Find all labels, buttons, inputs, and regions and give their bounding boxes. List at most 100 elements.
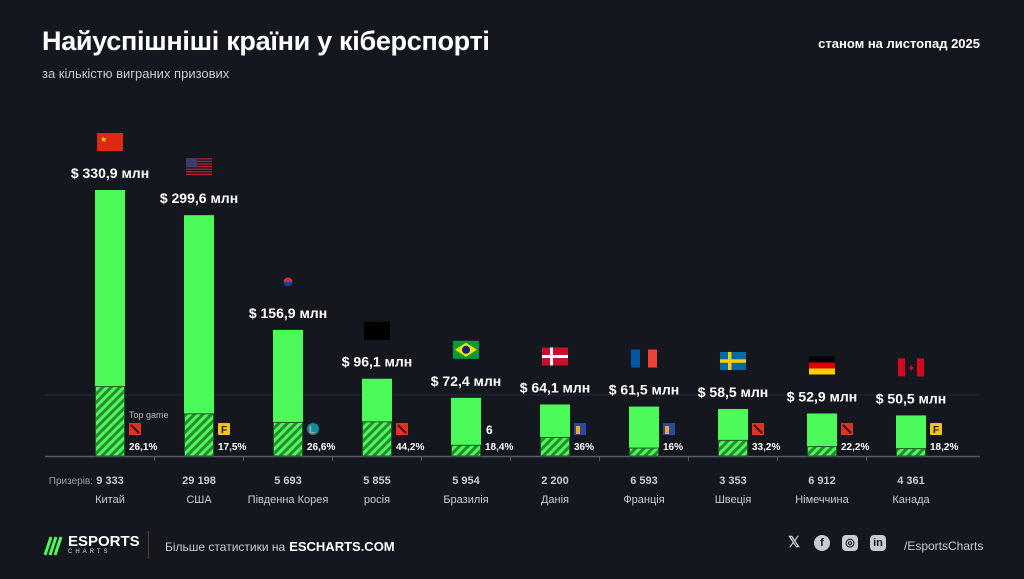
country-label: Франція	[623, 494, 664, 506]
bar-top-game-share	[362, 421, 392, 457]
bar-group: $ 72,4 млн 6 18,4% 5 954 Бразилія	[431, 340, 513, 506]
bar-chart: $ 330,9 млн ★ 26,1% 9 333 Китай $ 299,6 млн F 1…	[45, 133, 980, 506]
chart-subtitle: за кількістю виграних призових	[42, 66, 230, 81]
fortnite-icon: F	[218, 423, 230, 436]
counter-strike-icon	[574, 423, 586, 435]
svg-text:6: 6	[486, 423, 493, 437]
dota2-icon	[841, 423, 853, 435]
prize-winners-count: 9 333	[96, 475, 124, 487]
top-game-share-label: 36%	[574, 442, 594, 453]
bar-group: $ 330,9 млн ★ 26,1% 9 333 Китай	[71, 133, 157, 506]
flag-south-korea	[283, 277, 293, 287]
value-label: $ 156,9 млн	[249, 305, 327, 321]
bar-top-game-share	[807, 446, 837, 457]
country-label: Данія	[541, 494, 569, 506]
flag-brazil	[453, 340, 479, 359]
site-link[interactable]: ESCHARTS.COM	[289, 539, 395, 554]
bar-top-game-share	[184, 413, 214, 457]
more-stats: Більше статистики на ESCHARTS.COM	[165, 539, 395, 554]
logo-icon	[43, 536, 63, 556]
prize-winners-label: Призерів:	[49, 476, 93, 487]
top-game-share-label: 18,4%	[485, 442, 513, 453]
value-label: $ 58,5 млн	[698, 384, 769, 400]
country-label: Німеччина	[795, 494, 849, 506]
flag-canada: ✦	[898, 358, 924, 377]
top-game-label: Top game	[129, 410, 169, 420]
chart-title: Найуспішніші країни у кіберспорті	[42, 26, 490, 56]
svg-text:✦: ✦	[907, 363, 915, 374]
bar-top-game-share	[629, 447, 659, 457]
dota2-icon	[396, 423, 408, 435]
facebook-icon[interactable]: f	[814, 535, 830, 551]
bar-group: $ 52,9 млн 22,2% 6 912 Німеччина	[787, 356, 869, 506]
x-icon[interactable]: 𝕏	[787, 534, 801, 551]
dota2-icon	[129, 423, 141, 435]
bar-group: $ 61,5 млн 16% 6 593 Франція	[609, 349, 683, 506]
date-label: станом на листопад 2025	[818, 36, 980, 51]
svg-text:F: F	[933, 425, 939, 436]
bar-top-game-share	[540, 436, 570, 457]
counter-strike-icon	[663, 423, 675, 435]
prize-winners-count: 5 693	[274, 475, 302, 487]
more-stats-text: Більше статистики на	[165, 540, 286, 554]
bar-top-game-share	[718, 439, 748, 457]
bar-top-game-share	[896, 448, 926, 457]
value-label: $ 52,9 млн	[787, 388, 858, 404]
value-label: $ 50,5 млн	[876, 390, 947, 406]
prize-winners-count: 3 353	[719, 475, 747, 487]
flag-denmark	[542, 347, 568, 366]
prize-winners-count: 2 200	[541, 475, 569, 487]
value-label: $ 330,9 млн	[71, 165, 149, 181]
country-label: Канада	[892, 494, 930, 506]
bar-group: $ 156,9 млн L 26,6% 5 693 Південна Корея	[248, 277, 335, 506]
value-label: $ 64,1 млн	[520, 379, 591, 395]
bar-group: $ 58,5 млн 33,2% 3 353 Швеція	[698, 351, 780, 506]
rainbow-six-icon: 6	[486, 423, 493, 437]
prize-winners-count: 6 593	[630, 475, 658, 487]
bar-top-game-share	[95, 386, 125, 457]
top-game-share-label: 18,2%	[930, 442, 958, 453]
footer-divider	[148, 531, 149, 559]
flag-usa	[186, 158, 212, 176]
bar-group: $ 50,5 млн ✦ F 18,2% 4 361 Канада	[876, 358, 958, 506]
linkedin-icon[interactable]: in	[870, 535, 886, 551]
svg-text:L: L	[309, 425, 315, 436]
country-label: росія	[364, 494, 390, 506]
country-label: Китай	[95, 494, 125, 506]
prize-winners-count: 4 361	[897, 475, 925, 487]
svg-text:F: F	[221, 425, 227, 436]
top-game-share-label: 22,2%	[841, 442, 869, 453]
top-game-share-label: 16%	[663, 442, 683, 453]
footer: ESPORTS CHARTS Більше статистики на ESCHAR…	[0, 525, 1024, 565]
top-game-share-label: 26,6%	[307, 442, 335, 453]
league-of-legends-icon: L	[307, 423, 319, 436]
country-label: США	[186, 494, 212, 506]
top-game-share-label: 17,5%	[218, 442, 246, 453]
svg-text:★: ★	[100, 135, 107, 144]
bar-top-game-share	[451, 444, 481, 457]
flag-china: ★	[97, 133, 123, 151]
flag-france	[631, 349, 657, 368]
prize-winners-count: 5 855	[363, 475, 391, 487]
prize-winners-count: 5 954	[452, 475, 480, 487]
flag-germany	[809, 356, 835, 375]
instagram-icon[interactable]: ◎	[842, 535, 858, 551]
flag-sweden	[720, 351, 746, 370]
value-label: $ 299,6 млн	[160, 190, 238, 206]
top-game-share-label: 26,1%	[129, 442, 157, 453]
bar-group: $ 299,6 млн F 17,5% 29 198 США	[160, 158, 246, 506]
flag-censored	[364, 321, 390, 340]
top-game-share-label: 44,2%	[396, 442, 424, 453]
value-label: $ 72,4 млн	[431, 373, 502, 389]
bar-group: $ 64,1 млн 36% 2 200 Данія	[520, 347, 594, 506]
bar-top-game-share	[273, 421, 303, 457]
dota2-icon	[752, 423, 764, 435]
country-label: Бразилія	[443, 494, 488, 506]
value-label: $ 96,1 млн	[342, 354, 413, 370]
country-label: Південна Корея	[248, 494, 329, 506]
country-label: Швеція	[715, 494, 752, 506]
value-label: $ 61,5 млн	[609, 382, 680, 398]
prize-winners-count: 29 198	[182, 475, 216, 487]
prize-winners-count: 6 912	[808, 475, 836, 487]
social-handle[interactable]: /EsportsCharts	[904, 539, 984, 553]
